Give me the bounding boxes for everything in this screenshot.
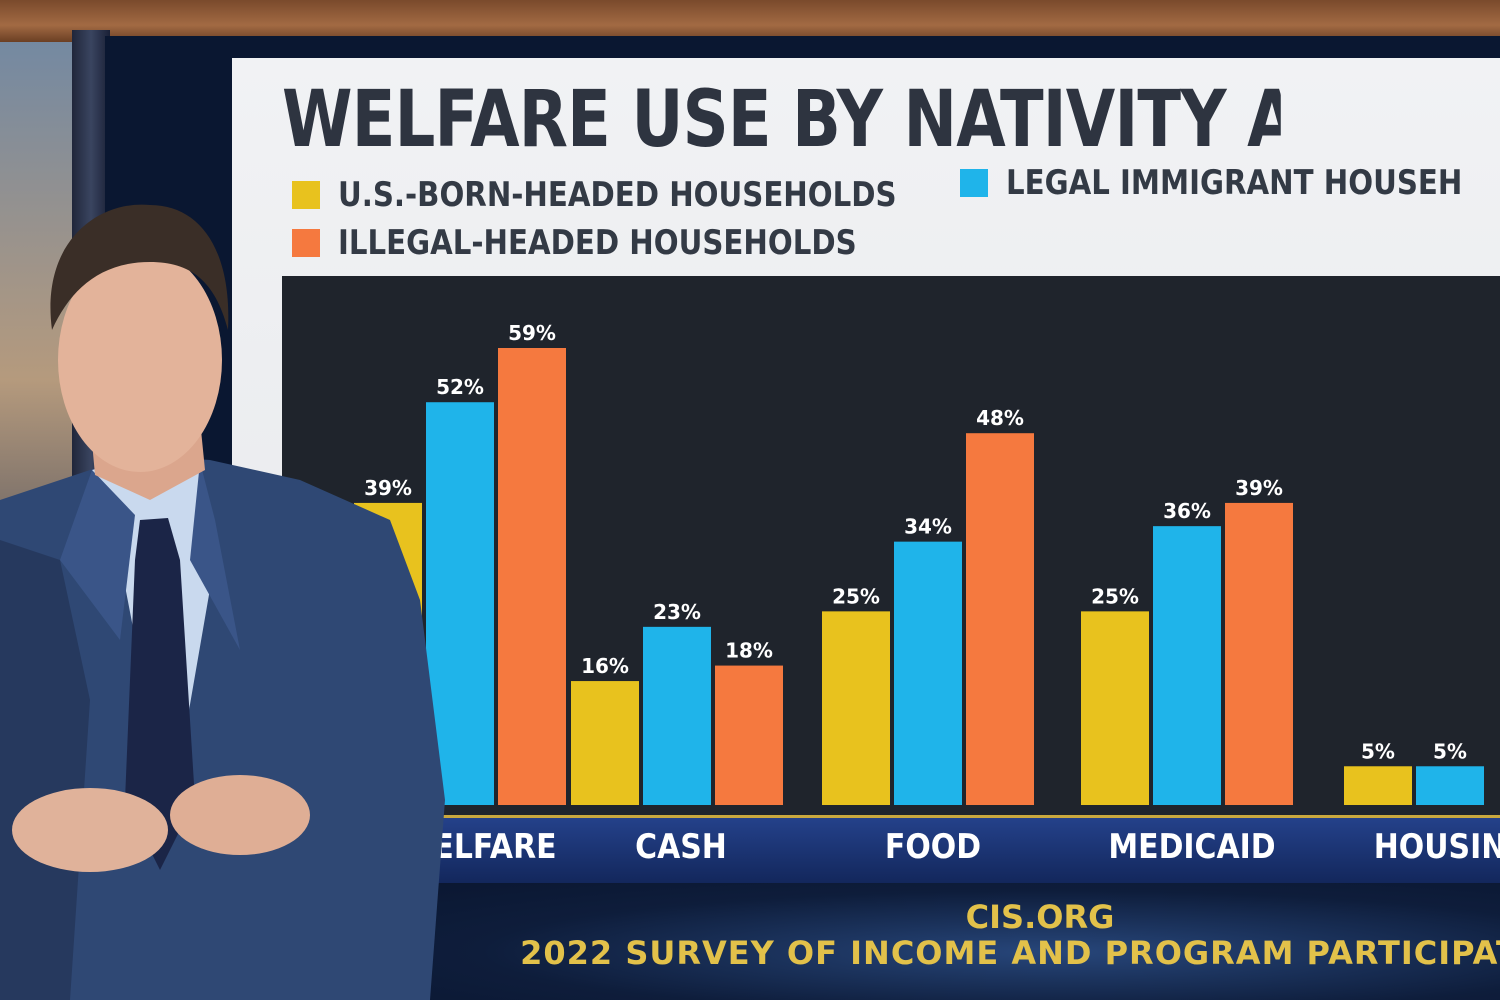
legend-item-us-born: U.S.-BORN-HEADED HOUSEHOLDS	[292, 172, 932, 218]
bar-housin-series-1	[1344, 766, 1412, 805]
anchor-lapel-left	[60, 470, 135, 640]
bar-food-series-2	[894, 541, 962, 805]
studio-wood-beam	[0, 0, 1500, 42]
bar-medicaid-series-3	[1225, 502, 1293, 805]
data-label-food-series-1: 25%	[832, 584, 880, 608]
bar-cash-series-3	[715, 665, 783, 805]
data-label-food-series-2: 34%	[904, 515, 952, 539]
data-label-cash-series-2: 23%	[653, 600, 701, 624]
bar-food-series-3	[966, 433, 1034, 805]
anchor-hair	[50, 204, 229, 330]
legend-swatch-us-born	[292, 181, 320, 209]
data-label-cash-series-1: 16%	[581, 654, 629, 678]
anchor-hand-right	[170, 775, 310, 855]
data-label-medicaid-series-1: 25%	[1091, 584, 1139, 608]
bar-food-series-1	[822, 611, 890, 805]
bar-cash-series-2	[643, 626, 711, 805]
source-survey: 2022 SURVEY OF INCOME AND PROGRAM PARTIC…	[520, 934, 1500, 972]
bar-medicaid-series-2	[1153, 526, 1221, 805]
anchor-tie	[125, 518, 195, 870]
category-label-medicaid: MEDICAID	[1108, 827, 1276, 867]
chart-title: WELFARE USE BY NATIVITY AND LEGAL S	[282, 75, 1281, 165]
data-label-medicaid-series-2: 36%	[1163, 499, 1211, 523]
anchor-suit-shade	[0, 540, 90, 1000]
bar-cash-series-1	[571, 681, 639, 805]
source-site: CIS.ORG	[965, 898, 1115, 936]
anchor-hand-left	[12, 788, 168, 872]
legend-item-legal-immigrant: LEGAL IMMIGRANT HOUSEH	[960, 160, 1500, 206]
data-label-elfare-series-2: 52%	[436, 375, 484, 399]
data-label-elfare-series-3: 59%	[508, 321, 556, 345]
legend-label-legal-immigrant: LEGAL IMMIGRANT HOUSEH	[1006, 163, 1463, 203]
category-label-elfare: ELFARE	[433, 827, 557, 867]
legend-swatch-legal-immigrant	[960, 169, 988, 197]
anchor-figure	[0, 204, 445, 1000]
news-anchor	[0, 0, 640, 1000]
data-label-food-series-3: 48%	[976, 406, 1024, 430]
data-label-housin-series-1: 5%	[1361, 739, 1395, 763]
category-axis-band: ELFARE CASH FOOD MEDICAID HOUSIN	[420, 815, 1500, 883]
bar-elfare-series-3	[498, 348, 566, 805]
bar-housin-series-2	[1416, 766, 1484, 805]
category-label-housin: HOUSIN	[1373, 827, 1500, 867]
legend-swatch-illegal	[292, 229, 320, 257]
legend-item-illegal: ILLEGAL-HEADED HOUSEHOLDS	[292, 220, 932, 266]
data-label-medicaid-series-3: 39%	[1235, 476, 1283, 500]
data-label-housin-series-2: 5%	[1433, 739, 1467, 763]
bar-medicaid-series-1	[1081, 611, 1149, 805]
data-label-cash-series-3: 18%	[725, 639, 773, 663]
anchor-face	[58, 248, 222, 472]
monitor-lower-glow	[380, 880, 1500, 1000]
bar-elfare-series-2	[426, 402, 494, 805]
legend-label-us-born: U.S.-BORN-HEADED HOUSEHOLDS	[338, 175, 897, 215]
anchor-lapel-right	[190, 462, 240, 650]
category-label-cash: CASH	[635, 827, 727, 867]
category-label-food: FOOD	[884, 827, 982, 867]
legend-label-illegal: ILLEGAL-HEADED HOUSEHOLDS	[338, 223, 857, 263]
data-label-elfare-series-1: 39%	[364, 476, 412, 500]
